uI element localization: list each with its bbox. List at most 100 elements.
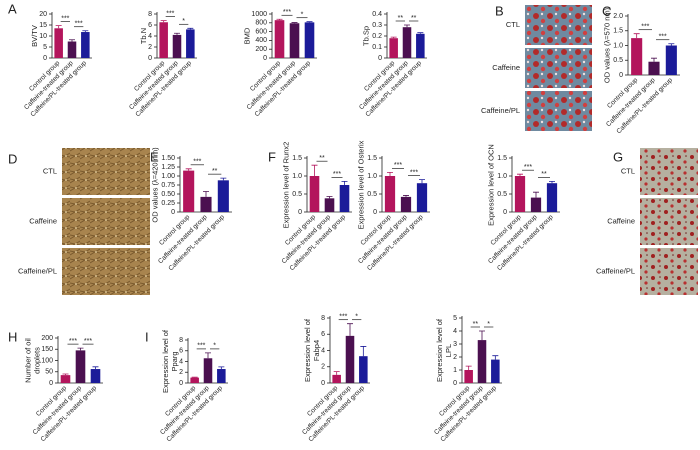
panel-label: I bbox=[145, 329, 149, 344]
y-tick-label: 0 bbox=[619, 72, 623, 79]
micrograph bbox=[62, 148, 150, 195]
y-axis-label: OD values (λ=420 nm) bbox=[150, 147, 159, 223]
significance-label: *** bbox=[394, 162, 402, 169]
bar bbox=[200, 196, 212, 212]
y-tick-label: 2 bbox=[321, 364, 325, 371]
significance-label: ** bbox=[319, 155, 325, 162]
significance-label: * bbox=[487, 321, 490, 328]
y-tick-label: 0 bbox=[171, 209, 175, 216]
y-tick-label: 800 bbox=[255, 20, 267, 27]
y-tick-label: 600 bbox=[255, 28, 267, 35]
panel-label: C bbox=[602, 3, 611, 18]
y-tick-label: 0 bbox=[298, 209, 302, 216]
y-tick-label: 0.5 bbox=[292, 191, 302, 198]
panel-label: D bbox=[8, 151, 17, 166]
significance-label: *** bbox=[84, 338, 92, 345]
y-tick-label: 1.0 bbox=[613, 42, 623, 49]
error-bar bbox=[517, 173, 523, 176]
y-axis-label: Expression level of bbox=[303, 318, 312, 382]
row-label: Caffeine/PL bbox=[596, 266, 635, 275]
bar bbox=[304, 22, 315, 58]
y-axis-label: Expression level of Runx2 bbox=[281, 142, 290, 229]
bar bbox=[54, 28, 63, 58]
y-tick-label: 0 bbox=[321, 380, 325, 387]
micrograph bbox=[640, 248, 698, 295]
bar bbox=[309, 176, 320, 212]
bar bbox=[631, 38, 643, 75]
bar bbox=[402, 27, 412, 58]
significance-label: *** bbox=[641, 24, 649, 31]
y-tick-label: 1.0 bbox=[367, 173, 377, 180]
bar bbox=[217, 180, 229, 212]
panel-label: E bbox=[150, 149, 159, 164]
y-tick-label: 4 bbox=[148, 33, 152, 40]
row-label: CTL bbox=[506, 20, 520, 29]
bar bbox=[90, 369, 101, 383]
y-tick-label: 0 bbox=[148, 55, 152, 62]
significance-label: *** bbox=[339, 314, 347, 321]
significance-label: ** bbox=[411, 15, 417, 22]
significance-label: *** bbox=[193, 159, 201, 166]
significance-label: ** bbox=[398, 15, 404, 22]
error-bar bbox=[82, 30, 89, 33]
x-tick-label: Caffeine/PL-treated group bbox=[439, 384, 498, 443]
error-bar bbox=[311, 164, 318, 176]
y-tick-label: 4 bbox=[453, 328, 457, 335]
y-tick-label: 1000 bbox=[251, 11, 267, 18]
y-tick-label: 4 bbox=[179, 358, 183, 365]
significance-label: *** bbox=[410, 169, 418, 176]
y-tick-label: 20 bbox=[39, 11, 47, 18]
error-bar bbox=[387, 172, 393, 176]
error-bar bbox=[465, 365, 472, 370]
error-bar bbox=[203, 191, 209, 197]
y-tick-label: 50 bbox=[45, 369, 53, 376]
bar bbox=[514, 176, 526, 212]
bar bbox=[186, 29, 195, 58]
y-tick-label: 0.75 bbox=[161, 182, 175, 189]
y-tick-label: 1.5 bbox=[497, 155, 507, 162]
error-bar bbox=[326, 196, 333, 199]
y-tick-label: 6 bbox=[321, 331, 325, 338]
y-axis-label: Expression level of bbox=[435, 318, 444, 382]
error-bar bbox=[651, 57, 657, 62]
error-bar bbox=[668, 43, 675, 46]
y-tick-label: 0.50 bbox=[161, 191, 175, 198]
bar bbox=[546, 183, 558, 212]
bar bbox=[339, 185, 350, 212]
y-axis-label: Expression level of OCN bbox=[486, 144, 495, 226]
y-tick-label: 0 bbox=[263, 55, 267, 62]
y-tick-label: 1.25 bbox=[161, 164, 175, 171]
y-tick-label: 0.3 bbox=[372, 22, 382, 29]
significance-label: *** bbox=[659, 34, 667, 41]
row-label: CTL bbox=[43, 166, 57, 175]
bar bbox=[384, 176, 396, 212]
error-bar bbox=[55, 25, 62, 29]
y-tick-label: 5 bbox=[43, 44, 47, 51]
y-tick-label: 0 bbox=[179, 380, 183, 387]
bar bbox=[172, 34, 182, 58]
y-tick-label: 0.5 bbox=[367, 191, 377, 198]
bar bbox=[464, 370, 473, 383]
y-tick-label: 2 bbox=[179, 369, 183, 376]
error-bar bbox=[360, 346, 367, 357]
bar bbox=[190, 377, 199, 383]
y-axis-label: OD values (λ=570 nm) bbox=[602, 7, 611, 83]
error-bar bbox=[403, 195, 409, 197]
y-tick-label: 400 bbox=[255, 37, 267, 44]
error-bar bbox=[341, 181, 348, 185]
y-axis-label: droplets bbox=[32, 347, 41, 374]
y-tick-label: 2 bbox=[453, 354, 457, 361]
y-tick-label: 0 bbox=[453, 380, 457, 387]
bar bbox=[530, 197, 542, 212]
panel-label: G bbox=[613, 149, 623, 164]
y-tick-label: 0 bbox=[503, 209, 507, 216]
error-bar bbox=[291, 22, 298, 24]
significance-label: *** bbox=[197, 343, 205, 350]
y-tick-label: 8 bbox=[321, 315, 325, 322]
y-tick-label: 0.1 bbox=[372, 44, 382, 51]
significance-label: ** bbox=[541, 171, 547, 178]
significance-label: *** bbox=[166, 10, 174, 17]
y-axis-label: Tb.Sp bbox=[361, 26, 370, 46]
error-bar bbox=[218, 366, 225, 370]
